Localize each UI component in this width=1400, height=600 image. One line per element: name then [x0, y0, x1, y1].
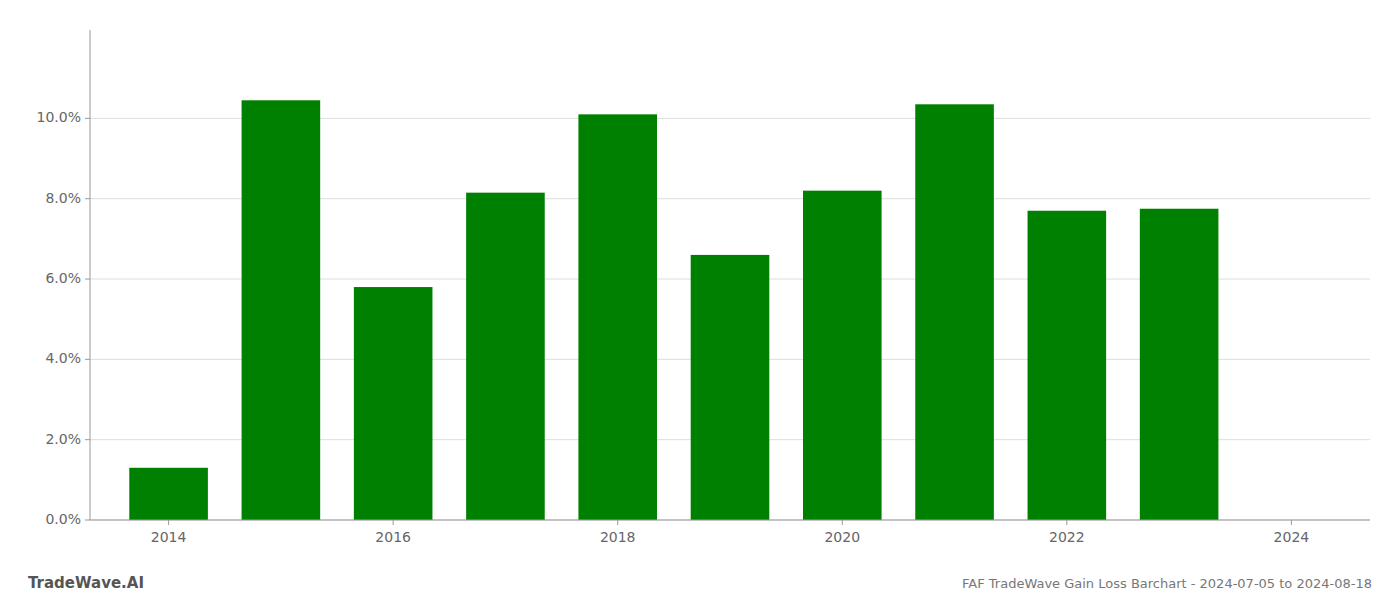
bar: [354, 287, 433, 520]
bar: [803, 191, 882, 520]
x-tick-label: 2024: [1274, 529, 1310, 545]
bar: [466, 193, 545, 520]
x-tick: [1291, 520, 1292, 525]
x-tick-label: 2018: [600, 529, 636, 545]
y-tick-label: 0.0%: [45, 511, 81, 527]
chart-svg: 0.0% 2.0% 4.0% 6.0% 8.0% 10.0% 2014 2016 2018 202…: [0, 0, 1400, 600]
x-tick: [393, 520, 394, 525]
x-tick: [617, 520, 618, 525]
y-axis: 0.0% 2.0% 4.0% 6.0% 8.0% 10.0%: [37, 30, 90, 527]
grid-line: [90, 520, 1370, 521]
bars: [129, 100, 1218, 520]
y-tick: [85, 439, 90, 440]
y-tick: [85, 118, 90, 119]
bar: [129, 468, 208, 520]
x-tick: [1066, 520, 1067, 525]
bar: [242, 100, 321, 520]
chart-container: 0.0% 2.0% 4.0% 6.0% 8.0% 10.0% 2014 2016 2018 202…: [0, 0, 1400, 600]
y-tick: [85, 520, 90, 521]
x-tick: [842, 520, 843, 525]
title: FAF TradeWave Gain Loss Barchart - 2024-…: [962, 576, 1372, 591]
x-tick-label: 2022: [1049, 529, 1085, 545]
x-tick-label: 2020: [824, 529, 860, 545]
y-tick-label: 6.0%: [45, 270, 81, 286]
bar: [915, 104, 994, 520]
y-axis-line: [90, 30, 91, 520]
bar: [1028, 211, 1107, 520]
x-tick-label: 2016: [375, 529, 411, 545]
x-axis: 2014 2016 2018 2020 2022 2024: [90, 520, 1370, 545]
y-tick-label: 4.0%: [45, 350, 81, 366]
x-tick: [168, 520, 169, 525]
y-tick: [85, 279, 90, 280]
x-axis-line: [90, 520, 1370, 521]
y-tick: [85, 359, 90, 360]
y-tick: [85, 198, 90, 199]
bar: [1140, 209, 1219, 520]
y-tick-label: 8.0%: [45, 190, 81, 206]
bar: [691, 255, 770, 520]
bar: [578, 114, 657, 520]
y-tick-label: 10.0%: [37, 109, 81, 125]
watermark: TradeWave.AI: [28, 574, 144, 592]
x-tick-label: 2014: [151, 529, 187, 545]
y-tick-label: 2.0%: [45, 431, 81, 447]
